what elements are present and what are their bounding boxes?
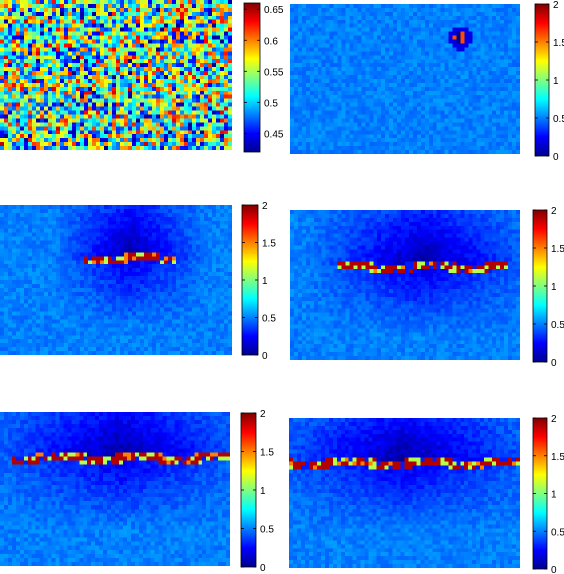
heatmap-2	[290, 4, 520, 154]
colorbar-tick-label: 0	[551, 565, 557, 574]
colorbar-tick-label: 0.5	[262, 314, 276, 325]
panel-2: 2 1.5 1 0.5 0	[290, 0, 564, 163]
colorbar-tick-label: 1.5	[553, 38, 564, 49]
panel-4: 2 1.5 1 0.5 0	[290, 206, 564, 369]
colorbar-tick-label: 1.5	[551, 452, 564, 463]
panel-6: 2 1.5 1 0.5 0	[289, 414, 564, 574]
colorbar-tick-label: 0.65	[264, 5, 284, 16]
colorbar-tick-label: 0	[260, 563, 266, 574]
colorbar-tick-label: 2	[260, 409, 266, 420]
heatmap-6	[289, 418, 520, 568]
colorbar-tick-label: 1	[553, 76, 559, 87]
heatmap-3	[0, 205, 232, 355]
colorbar-tick-label: 1	[551, 282, 557, 293]
colorbar-tick-label: 1.5	[551, 244, 564, 255]
panel-1: 0.65 0.6 0.55 0.5 0.45	[0, 0, 284, 153]
colorbar-tick-label: 0	[262, 351, 268, 362]
colorbar-tick-label: 1.5	[262, 239, 276, 250]
colorbar-tick-label: 0	[553, 152, 559, 163]
colorbar-tick-label: 0.5	[553, 114, 564, 125]
colorbar-tick-label: 2	[553, 0, 559, 11]
colorbar-tick-label: 2	[551, 206, 557, 217]
colorbar-tick-label: 0	[551, 358, 557, 369]
colorbar-tick-label: 0.5	[260, 525, 274, 536]
colorbar-tick-label: 0.5	[551, 527, 564, 538]
colorbar-tick-label: 0.6	[264, 36, 278, 47]
colorbar-tick-label: 2	[551, 414, 557, 425]
colorbar-tick-label: 0.5	[551, 320, 564, 331]
heatmap-4	[290, 210, 520, 360]
colorbar-1	[243, 2, 261, 153]
panel-3: 2 1.5 1 0.5 0	[0, 201, 276, 362]
colorbar-tick-label: 1	[551, 490, 557, 501]
colorbar-tick-label: 1	[262, 276, 268, 287]
heatmap-5	[0, 412, 230, 566]
colorbar-tick-label: 1	[260, 486, 266, 497]
colorbar-tick-label: 0.45	[264, 129, 284, 140]
colorbar-tick-label: 0.55	[264, 67, 284, 78]
colorbar-tick-label: 2	[262, 201, 268, 212]
heatmap-1	[0, 0, 232, 150]
colorbar-tick-label: 1.5	[260, 448, 274, 459]
colorbar-tick-label: 0.5	[264, 98, 278, 109]
panel-5: 2 1.5 1 0.5 0	[0, 409, 274, 574]
